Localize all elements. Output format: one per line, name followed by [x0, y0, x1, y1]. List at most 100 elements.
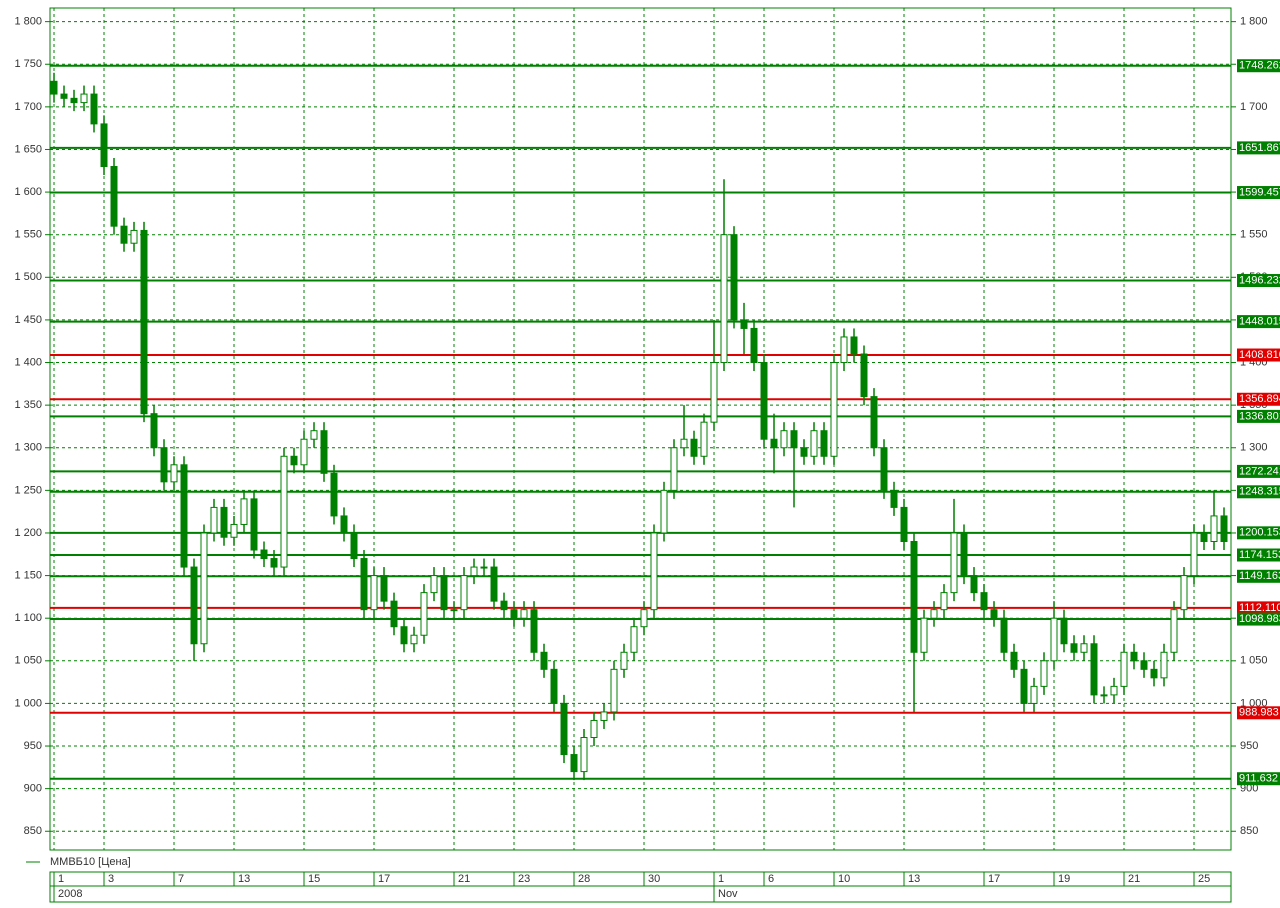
candle-body: [970, 575, 978, 594]
level-badge: [1237, 141, 1280, 155]
candle-body: [990, 609, 998, 619]
candle-body: [630, 626, 638, 653]
x-tick-label: 1: [58, 873, 64, 885]
candle-body: [1180, 575, 1188, 611]
candle-body: [90, 93, 98, 125]
x-tick-label: 7: [178, 873, 184, 885]
candle-body: [720, 234, 728, 364]
candle-body: [1130, 651, 1138, 662]
candle-body: [790, 430, 798, 449]
level-badge: [1237, 59, 1280, 73]
y-tick-label: 1 150: [14, 569, 42, 581]
y2-tick-label: 1 700: [1240, 101, 1268, 113]
x2-tick-label: Nov: [718, 888, 738, 900]
candle-body: [200, 532, 208, 645]
candle-body: [420, 592, 428, 636]
y-tick-label: 1 400: [14, 356, 42, 368]
candle-body: [290, 455, 298, 466]
candle-body: [300, 438, 308, 466]
y2-tick-label: 1 550: [1240, 229, 1268, 241]
x-tick-label: 21: [1128, 873, 1140, 885]
level-label: 1200.153: [1239, 527, 1280, 539]
candle-body: [680, 438, 688, 449]
candle-body: [750, 327, 758, 364]
candle-body: [180, 464, 188, 568]
candle-body: [1170, 609, 1178, 653]
candle-body: [570, 754, 578, 773]
level-label: 1098.983: [1239, 613, 1280, 625]
y2-tick-label: 1 300: [1240, 442, 1268, 454]
candle-body: [330, 472, 338, 517]
candle-body: [490, 566, 498, 602]
candle-body: [440, 575, 448, 611]
candle-body: [250, 498, 258, 551]
candle-body: [1090, 643, 1098, 696]
candle-body: [960, 532, 968, 577]
candle-body: [1000, 617, 1008, 653]
candle-body: [760, 362, 768, 440]
y-tick-label: 850: [24, 825, 42, 837]
level-label: 1336.801: [1239, 410, 1280, 422]
level-label: 1149.163: [1239, 570, 1280, 582]
y-tick-label: 900: [24, 783, 42, 795]
level-badge: [1237, 569, 1280, 583]
candle-body: [550, 668, 558, 704]
x2-tick-label: 2008: [58, 888, 82, 900]
candle-body: [950, 532, 958, 594]
candle-body: [370, 575, 378, 611]
candle-body: [1100, 694, 1108, 697]
y2-tick-label: 1 800: [1240, 16, 1268, 28]
x-tick-label: 6: [768, 873, 774, 885]
candle-body: [100, 123, 108, 168]
y-tick-label: 1 250: [14, 484, 42, 496]
candle-body: [130, 229, 138, 244]
level-badge: [1237, 409, 1280, 423]
y2-tick-label: 850: [1240, 825, 1258, 837]
candle-body: [470, 566, 478, 577]
x-tick-label: 21: [458, 873, 470, 885]
level-badge: [1237, 706, 1280, 720]
candle-body: [910, 540, 918, 653]
candle-body: [860, 353, 868, 398]
candle-body: [520, 609, 528, 619]
candle-body: [900, 506, 908, 542]
candle-body: [730, 234, 738, 321]
y-tick-label: 1 000: [14, 697, 42, 709]
y-tick-label: 1 300: [14, 442, 42, 454]
y-tick-label: 950: [24, 740, 42, 752]
candle-body: [230, 523, 238, 538]
candle-body: [590, 719, 598, 739]
candle-body: [980, 592, 988, 611]
y2-tick-label: 900: [1240, 783, 1258, 795]
candle-body: [1150, 668, 1158, 679]
candle-body: [60, 93, 68, 99]
x-tick-label: 23: [518, 873, 530, 885]
candle-body: [620, 651, 628, 670]
candle-body: [140, 229, 148, 415]
candle-body: [50, 80, 58, 95]
level-label: 1112.110: [1239, 602, 1280, 614]
y-tick-label: 1 350: [14, 399, 42, 411]
candle-body: [210, 506, 218, 534]
level-badge: [1237, 772, 1280, 786]
y2-tick-label: 950: [1240, 740, 1258, 752]
level-label: 1748.262: [1239, 60, 1280, 72]
candle-body: [1140, 660, 1148, 670]
level-badge: [1237, 315, 1280, 329]
candle-body: [460, 575, 468, 611]
candle-body: [450, 609, 458, 612]
candle-body: [580, 737, 588, 773]
y-tick-label: 1 100: [14, 612, 42, 624]
candle-body: [530, 609, 538, 653]
candle-body: [160, 447, 168, 483]
candle-body: [700, 421, 708, 457]
candle-body: [1160, 651, 1168, 679]
level-label: 1599.457: [1239, 186, 1280, 198]
candle-body: [1040, 660, 1048, 687]
y-tick-label: 1 200: [14, 527, 42, 539]
candle-body: [1080, 643, 1088, 653]
x-tick-label: 25: [1198, 873, 1210, 885]
y-tick-label: 1 800: [14, 16, 42, 28]
candle-body: [780, 430, 788, 449]
date-strip: [49, 871, 1232, 903]
